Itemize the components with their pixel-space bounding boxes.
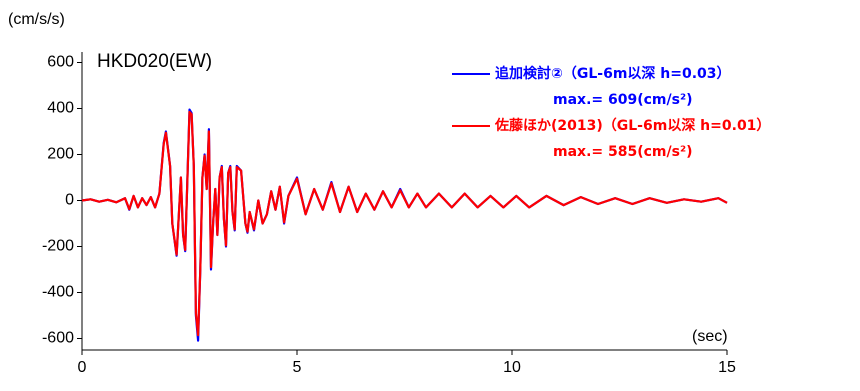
y-tick-label: 600: [47, 54, 74, 71]
legend-label: 佐藤ほか(2013)（GL-6m以深 h=0.01）: [494, 117, 770, 134]
x-tick-label: 15: [718, 359, 736, 376]
legend-label: 追加検討②（GL-6m以深 h=0.03）: [495, 65, 731, 82]
y-tick-label: -200: [42, 238, 74, 255]
chart-title: HKD020(EW): [97, 51, 212, 72]
y-axis-label: (cm/s/s): [8, 11, 65, 28]
waveform-line: [81, 110, 728, 337]
y-tick-label: 200: [47, 146, 74, 163]
x-tick-label: 10: [503, 359, 521, 376]
y-tick-label: -400: [42, 284, 74, 301]
legend-max: max.= 585(cm/s²): [553, 144, 692, 160]
legend-max: max.= 609(cm/s²): [553, 92, 692, 108]
y-tick-label: 0: [65, 192, 74, 209]
y-tick-label: 400: [47, 100, 74, 117]
x-tick-label: 0: [78, 359, 87, 376]
y-tick-label: -600: [42, 330, 74, 347]
x-tick-label: 5: [293, 359, 302, 376]
x-axis-label: (sec): [692, 328, 728, 345]
